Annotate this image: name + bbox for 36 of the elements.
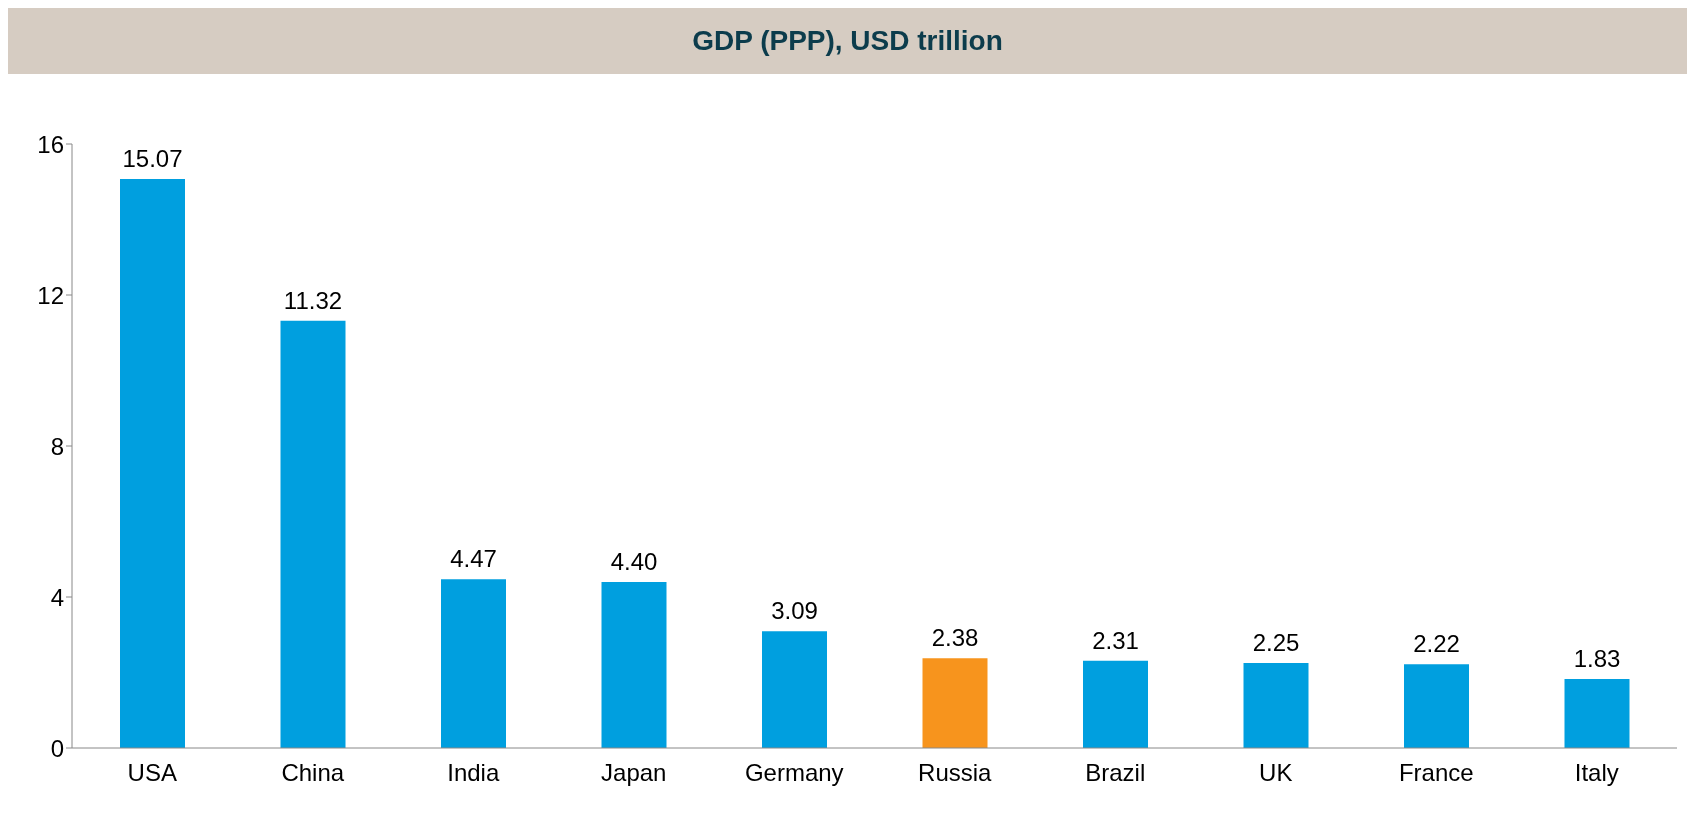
bar bbox=[922, 658, 988, 748]
x-tick-label: China bbox=[281, 759, 345, 787]
data-label: 2.22 bbox=[1413, 630, 1460, 658]
y-tick-label: 16 bbox=[37, 130, 64, 158]
x-tick-label: Italy bbox=[1574, 759, 1619, 787]
bar bbox=[601, 581, 667, 748]
data-label: 2.38 bbox=[931, 624, 979, 652]
bar bbox=[1083, 660, 1148, 748]
x-tick-label: Russia bbox=[918, 759, 993, 787]
data-label: 1.83 bbox=[1573, 644, 1621, 672]
data-label: 4.47 bbox=[450, 545, 497, 573]
y-tick-label: 12 bbox=[37, 281, 64, 309]
data-label: 15.07 bbox=[122, 145, 183, 173]
x-tick-label: UK bbox=[1259, 759, 1293, 787]
bar bbox=[120, 179, 185, 748]
y-tick-label: 0 bbox=[50, 734, 64, 762]
bar bbox=[280, 320, 346, 748]
y-tick-label: 4 bbox=[50, 583, 64, 611]
x-tick-label: Germany bbox=[744, 759, 844, 787]
chart-title: GDP (PPP), USD trillion bbox=[692, 25, 1003, 57]
bar bbox=[1404, 664, 1469, 748]
bar bbox=[1564, 678, 1630, 748]
x-tick-label: France bbox=[1398, 759, 1474, 787]
x-tick-label: India bbox=[447, 759, 500, 787]
bar bbox=[762, 631, 827, 748]
y-tick-label: 8 bbox=[50, 432, 64, 460]
bar bbox=[1243, 663, 1309, 748]
x-tick-label: Brazil bbox=[1085, 759, 1146, 787]
data-label: 2.31 bbox=[1092, 626, 1139, 654]
x-tick-label: Japan bbox=[601, 759, 667, 787]
data-label: 2.25 bbox=[1252, 629, 1300, 657]
data-label: 3.09 bbox=[771, 597, 818, 625]
data-label: 4.40 bbox=[610, 547, 658, 575]
x-tick-label: USA bbox=[127, 759, 177, 787]
bar bbox=[441, 579, 506, 748]
data-label: 11.32 bbox=[283, 286, 343, 314]
